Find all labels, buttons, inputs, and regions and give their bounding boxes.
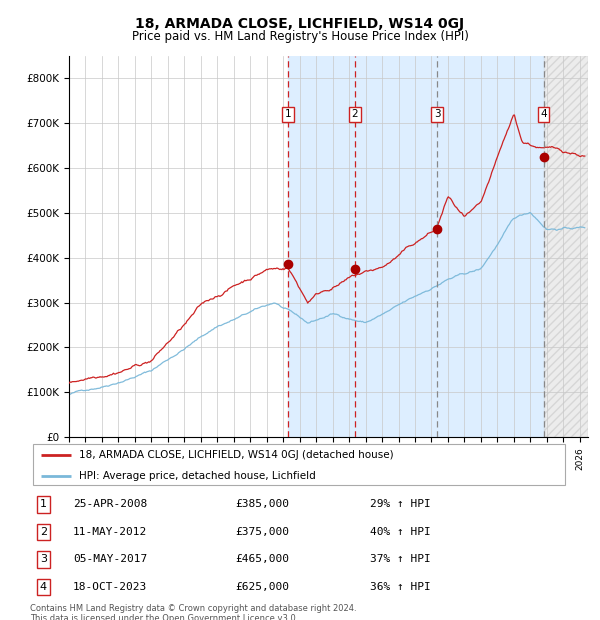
Text: 3: 3 (40, 554, 47, 564)
Text: 29% ↑ HPI: 29% ↑ HPI (370, 499, 431, 509)
Text: Contains HM Land Registry data © Crown copyright and database right 2024.
This d: Contains HM Land Registry data © Crown c… (30, 604, 356, 620)
Text: 2: 2 (40, 527, 47, 537)
Text: 11-MAY-2012: 11-MAY-2012 (73, 527, 148, 537)
Text: 37% ↑ HPI: 37% ↑ HPI (370, 554, 431, 564)
Text: £625,000: £625,000 (235, 582, 289, 592)
Bar (544, 56, 588, 437)
Text: 18, ARMADA CLOSE, LICHFIELD, WS14 0GJ (detached house): 18, ARMADA CLOSE, LICHFIELD, WS14 0GJ (d… (79, 450, 393, 459)
Text: 18-OCT-2023: 18-OCT-2023 (73, 582, 148, 592)
Text: £385,000: £385,000 (235, 499, 289, 509)
Text: 3: 3 (434, 109, 440, 119)
Text: Price paid vs. HM Land Registry's House Price Index (HPI): Price paid vs. HM Land Registry's House … (131, 30, 469, 43)
Text: £465,000: £465,000 (235, 554, 289, 564)
Text: 40% ↑ HPI: 40% ↑ HPI (370, 527, 431, 537)
Text: 1: 1 (40, 499, 47, 509)
Text: 18, ARMADA CLOSE, LICHFIELD, WS14 0GJ: 18, ARMADA CLOSE, LICHFIELD, WS14 0GJ (136, 17, 464, 32)
Text: 4: 4 (540, 109, 547, 119)
Text: 2: 2 (352, 109, 358, 119)
Bar (288, 56, 544, 437)
Text: 25-APR-2008: 25-APR-2008 (73, 499, 148, 509)
Text: 05-MAY-2017: 05-MAY-2017 (73, 554, 148, 564)
Text: HPI: Average price, detached house, Lichfield: HPI: Average price, detached house, Lich… (79, 471, 316, 480)
Text: 4: 4 (40, 582, 47, 592)
Text: 36% ↑ HPI: 36% ↑ HPI (370, 582, 431, 592)
Text: £375,000: £375,000 (235, 527, 289, 537)
Text: 1: 1 (285, 109, 292, 119)
FancyBboxPatch shape (33, 444, 565, 485)
